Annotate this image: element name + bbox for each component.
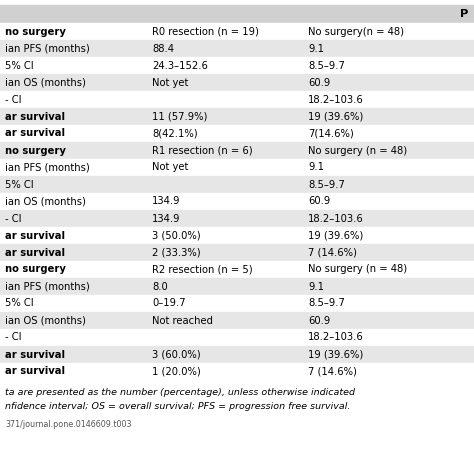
Text: ian OS (months): ian OS (months) [5,78,86,88]
Text: ta are presented as the number (percentage), unless otherwise indicated: ta are presented as the number (percenta… [5,388,355,397]
Text: ian PFS (months): ian PFS (months) [5,282,90,292]
Text: 134.9: 134.9 [152,197,181,207]
Bar [0,74,474,91]
Bar [0,244,474,261]
Bar [0,312,474,329]
Text: Not reached: Not reached [152,316,213,326]
Bar [0,176,474,193]
Text: R1 resection (n = 6): R1 resection (n = 6) [152,146,253,155]
Bar [0,40,474,57]
Bar [0,108,474,125]
Text: No surgery (n = 48): No surgery (n = 48) [308,264,407,274]
Text: Not yet: Not yet [152,78,188,88]
Text: 5% CI: 5% CI [5,299,34,309]
Text: 5% CI: 5% CI [5,180,34,190]
Text: 9.1: 9.1 [308,163,324,173]
Text: 5% CI: 5% CI [5,61,34,71]
Text: 60.9: 60.9 [308,78,330,88]
Text: No surgery (n = 48): No surgery (n = 48) [308,146,407,155]
Text: no surgery: no surgery [5,264,66,274]
Text: ian OS (months): ian OS (months) [5,316,86,326]
Bar [0,227,474,244]
Text: 7 (14.6%): 7 (14.6%) [308,247,357,257]
Text: No surgery(n = 48): No surgery(n = 48) [308,27,404,36]
Bar [0,23,474,40]
Text: 3 (60.0%): 3 (60.0%) [152,349,201,359]
Bar [0,278,474,295]
Text: 19 (39.6%): 19 (39.6%) [308,230,363,240]
Text: 3 (50.0%): 3 (50.0%) [152,230,201,240]
Bar [0,142,474,159]
Bar [0,363,474,380]
Text: no surgery: no surgery [5,146,66,155]
Text: 19 (39.6%): 19 (39.6%) [308,111,363,121]
Text: ar survival: ar survival [5,349,65,359]
Text: 2 (33.3%): 2 (33.3%) [152,247,201,257]
Text: 19 (39.6%): 19 (39.6%) [308,349,363,359]
Text: 8.0: 8.0 [152,282,168,292]
Text: ar survival: ar survival [5,128,65,138]
Text: 11 (57.9%): 11 (57.9%) [152,111,207,121]
Text: 18.2–103.6: 18.2–103.6 [308,332,364,343]
Bar [0,159,474,176]
Bar [0,91,474,108]
Text: 0–19.7: 0–19.7 [152,299,186,309]
Text: 9.1: 9.1 [308,282,324,292]
Bar [0,193,474,210]
Text: ar survival: ar survival [5,366,65,376]
Bar [0,261,474,278]
Bar [0,329,474,346]
Text: ian PFS (months): ian PFS (months) [5,44,90,54]
Bar [0,125,474,142]
Text: 60.9: 60.9 [308,316,330,326]
Text: 7(14.6%): 7(14.6%) [308,128,354,138]
Bar [0,5,474,23]
Text: 8(42.1%): 8(42.1%) [152,128,198,138]
Bar [0,346,474,363]
Text: ian OS (months): ian OS (months) [5,197,86,207]
Text: P: P [460,9,468,19]
Text: ar survival: ar survival [5,111,65,121]
Text: 60.9: 60.9 [308,197,330,207]
Text: 8.5–9.7: 8.5–9.7 [308,61,345,71]
Text: R0 resection (n = 19): R0 resection (n = 19) [152,27,259,36]
Text: 134.9: 134.9 [152,213,181,224]
Text: ar survival: ar survival [5,247,65,257]
Text: no surgery: no surgery [5,27,66,36]
Text: 8.5–9.7: 8.5–9.7 [308,180,345,190]
Text: - CI: - CI [5,213,21,224]
Text: 24.3–152.6: 24.3–152.6 [152,61,208,71]
Text: ian PFS (months): ian PFS (months) [5,163,90,173]
Text: Not yet: Not yet [152,163,188,173]
Bar [0,295,474,312]
Text: ar survival: ar survival [5,230,65,240]
Text: nfidence interval; OS = overall survival; PFS = progression free survival.: nfidence interval; OS = overall survival… [5,402,350,411]
Text: - CI: - CI [5,94,21,104]
Text: 1 (20.0%): 1 (20.0%) [152,366,201,376]
Text: 8.5–9.7: 8.5–9.7 [308,299,345,309]
Bar [0,210,474,227]
Text: 7 (14.6%): 7 (14.6%) [308,366,357,376]
Bar [0,57,474,74]
Text: 88.4: 88.4 [152,44,174,54]
Text: 18.2–103.6: 18.2–103.6 [308,213,364,224]
Text: 371/journal.pone.0146609.t003: 371/journal.pone.0146609.t003 [5,420,131,429]
Text: R2 resection (n = 5): R2 resection (n = 5) [152,264,253,274]
Text: - CI: - CI [5,332,21,343]
Text: 9.1: 9.1 [308,44,324,54]
Text: 18.2–103.6: 18.2–103.6 [308,94,364,104]
